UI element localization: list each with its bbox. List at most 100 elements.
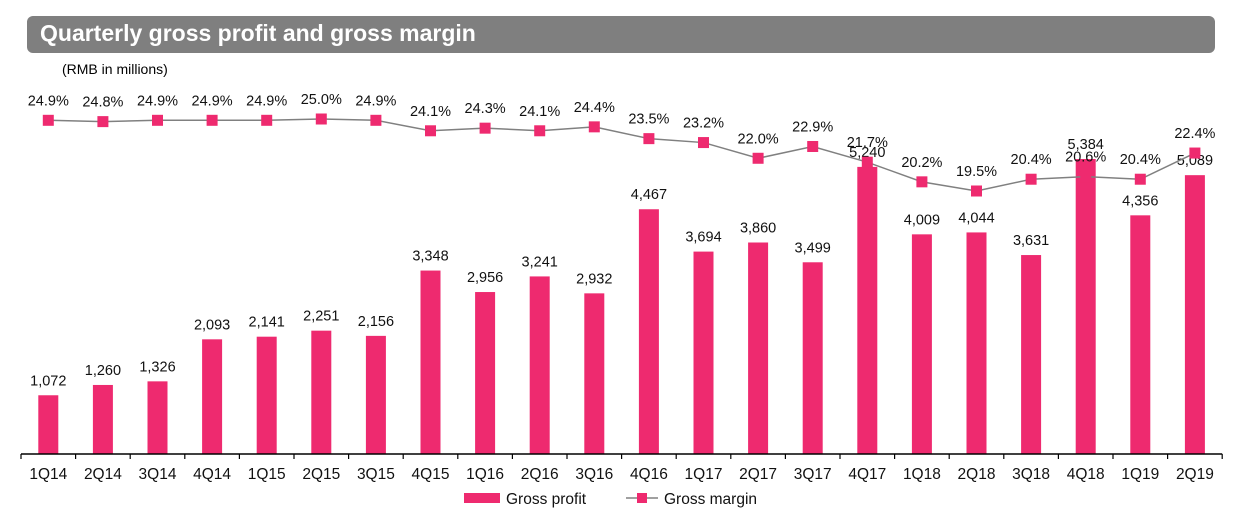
x-tick-label: 2Q18 <box>958 466 996 483</box>
margin-value-label: 24.1% <box>519 104 560 120</box>
x-tick-label: 4Q18 <box>1067 466 1105 483</box>
legend: Gross profit Gross margin <box>464 491 757 508</box>
bar-value-label: 4,467 <box>631 187 667 203</box>
legend-gross-margin-marker <box>637 493 647 503</box>
x-tick-label: 4Q15 <box>412 466 450 483</box>
bar-gross-profit <box>202 339 223 454</box>
legend-gross-profit-label: Gross profit <box>506 491 587 508</box>
margin-marker <box>42 114 54 126</box>
margin-value-label: 22.4% <box>1174 126 1215 142</box>
margin-value-label: 24.9% <box>137 93 178 109</box>
bar-value-label: 3,860 <box>740 221 776 237</box>
bar-value-label: 4,009 <box>904 212 940 228</box>
bar-gross-profit <box>693 251 714 454</box>
bar-gross-profit <box>420 270 441 454</box>
margin-value-label: 24.8% <box>82 95 123 111</box>
margin-value-label: 24.4% <box>574 100 615 116</box>
margin-marker <box>534 125 546 137</box>
margin-value-label: 20.6% <box>1065 150 1106 166</box>
bar-value-label: 2,956 <box>467 270 503 286</box>
x-tick-label: 4Q16 <box>630 466 668 483</box>
margin-marker <box>370 114 382 126</box>
bar-gross-profit <box>92 384 113 454</box>
chart-subtitle: (RMB in millions) <box>62 61 168 77</box>
margin-value-label: 22.0% <box>738 131 779 147</box>
x-tick-label: 2Q17 <box>739 466 777 483</box>
bar-value-label: 2,156 <box>358 314 394 330</box>
margin-value-label: 20.4% <box>1120 152 1161 168</box>
margin-marker <box>588 121 600 133</box>
bar-gross-profit <box>802 262 823 454</box>
x-tick-label: 4Q14 <box>193 466 231 483</box>
x-tick-label: 4Q17 <box>848 466 886 483</box>
margin-labels-layer: 24.9% 24.8% 24.9% 24.9% 24.9% 25.0% 24.9% 24.1%… <box>28 92 1216 180</box>
bar-value-label: 4,044 <box>958 210 994 226</box>
bar-value-label: 2,932 <box>576 271 612 287</box>
x-tick-label: 2Q19 <box>1176 466 1214 483</box>
bar-gross-profit <box>38 395 59 454</box>
x-tick-label: 3Q18 <box>1012 466 1050 483</box>
legend-gross-margin-label: Gross margin <box>664 491 757 508</box>
margin-line-layer <box>42 113 1201 197</box>
bar-labels-layer: 1,072 1,260 1,326 2,093 2,141 2,251 2,156 3,348… <box>30 137 1213 389</box>
margin-value-label: 19.5% <box>956 164 997 180</box>
margin-value-label: 21.7% <box>847 135 888 151</box>
bar-value-label: 3,631 <box>1013 233 1049 249</box>
margin-value-label: 25.0% <box>301 92 342 108</box>
margin-marker <box>1134 173 1146 185</box>
margin-marker <box>425 125 436 137</box>
x-tick-label: 2Q16 <box>521 466 559 483</box>
margin-value-label: 23.5% <box>628 112 669 128</box>
margin-value-label: 23.2% <box>683 116 724 132</box>
margin-marker <box>152 114 163 126</box>
bar-gross-profit <box>748 242 769 454</box>
bar-value-label: 2,251 <box>303 309 339 325</box>
margin-marker <box>479 122 491 134</box>
bar-gross-profit <box>1130 215 1151 454</box>
margin-line <box>48 118 1196 192</box>
margin-marker <box>643 133 655 145</box>
bar-value-label: 5,240 <box>849 145 885 161</box>
bars-layer <box>38 159 1205 454</box>
bar-gross-profit <box>638 209 659 454</box>
title-bar <box>27 16 1215 53</box>
bar-gross-profit <box>966 232 987 454</box>
bar-value-label: 2,141 <box>249 315 285 331</box>
margin-value-label: 24.3% <box>465 101 506 117</box>
bar-value-label: 1,326 <box>139 359 175 375</box>
bar-gross-profit <box>529 276 550 454</box>
margin-value-label: 20.2% <box>901 155 942 171</box>
x-tick-label: 1Q17 <box>685 466 723 483</box>
bar-value-label: 1,260 <box>85 363 121 379</box>
bar-value-label: 3,499 <box>795 240 831 256</box>
margin-marker <box>971 185 982 197</box>
margin-value-label: 24.9% <box>355 93 396 109</box>
margin-marker <box>206 114 218 126</box>
bar-gross-profit <box>911 234 932 454</box>
x-tick-label: 1Q14 <box>29 466 67 483</box>
x-axis: 1Q14 2Q14 3Q14 4Q14 1Q15 2Q15 3Q15 4Q15 1Q16 2Q16… <box>20 453 1223 483</box>
bar-value-label: 3,241 <box>522 254 558 270</box>
legend-gross-profit-swatch <box>464 493 500 503</box>
margin-marker <box>1189 147 1201 159</box>
margin-value-label: 24.9% <box>192 93 233 109</box>
x-tick-label: 3Q14 <box>139 466 177 483</box>
bar-value-label: 3,348 <box>412 249 448 265</box>
margin-marker <box>315 113 327 125</box>
margin-value-label: 20.4% <box>1011 152 1052 168</box>
margin-marker <box>698 137 709 149</box>
x-tick-label: 3Q17 <box>794 466 832 483</box>
bar-value-label: 5,384 <box>1068 137 1104 153</box>
bar-gross-profit <box>365 335 386 454</box>
x-tick-label: 1Q16 <box>466 466 504 483</box>
x-tick-label: 3Q15 <box>357 466 395 483</box>
margin-value-label: 22.9% <box>792 119 833 135</box>
x-tick-label: 2Q15 <box>302 466 340 483</box>
bar-gross-profit <box>475 292 496 454</box>
bar-value-label: 2,093 <box>194 317 230 333</box>
margin-marker <box>1080 171 1092 183</box>
margin-marker <box>916 176 928 188</box>
bar-gross-profit <box>1021 255 1042 454</box>
x-tick-label: 1Q18 <box>903 466 941 483</box>
bar-gross-profit <box>311 330 332 454</box>
